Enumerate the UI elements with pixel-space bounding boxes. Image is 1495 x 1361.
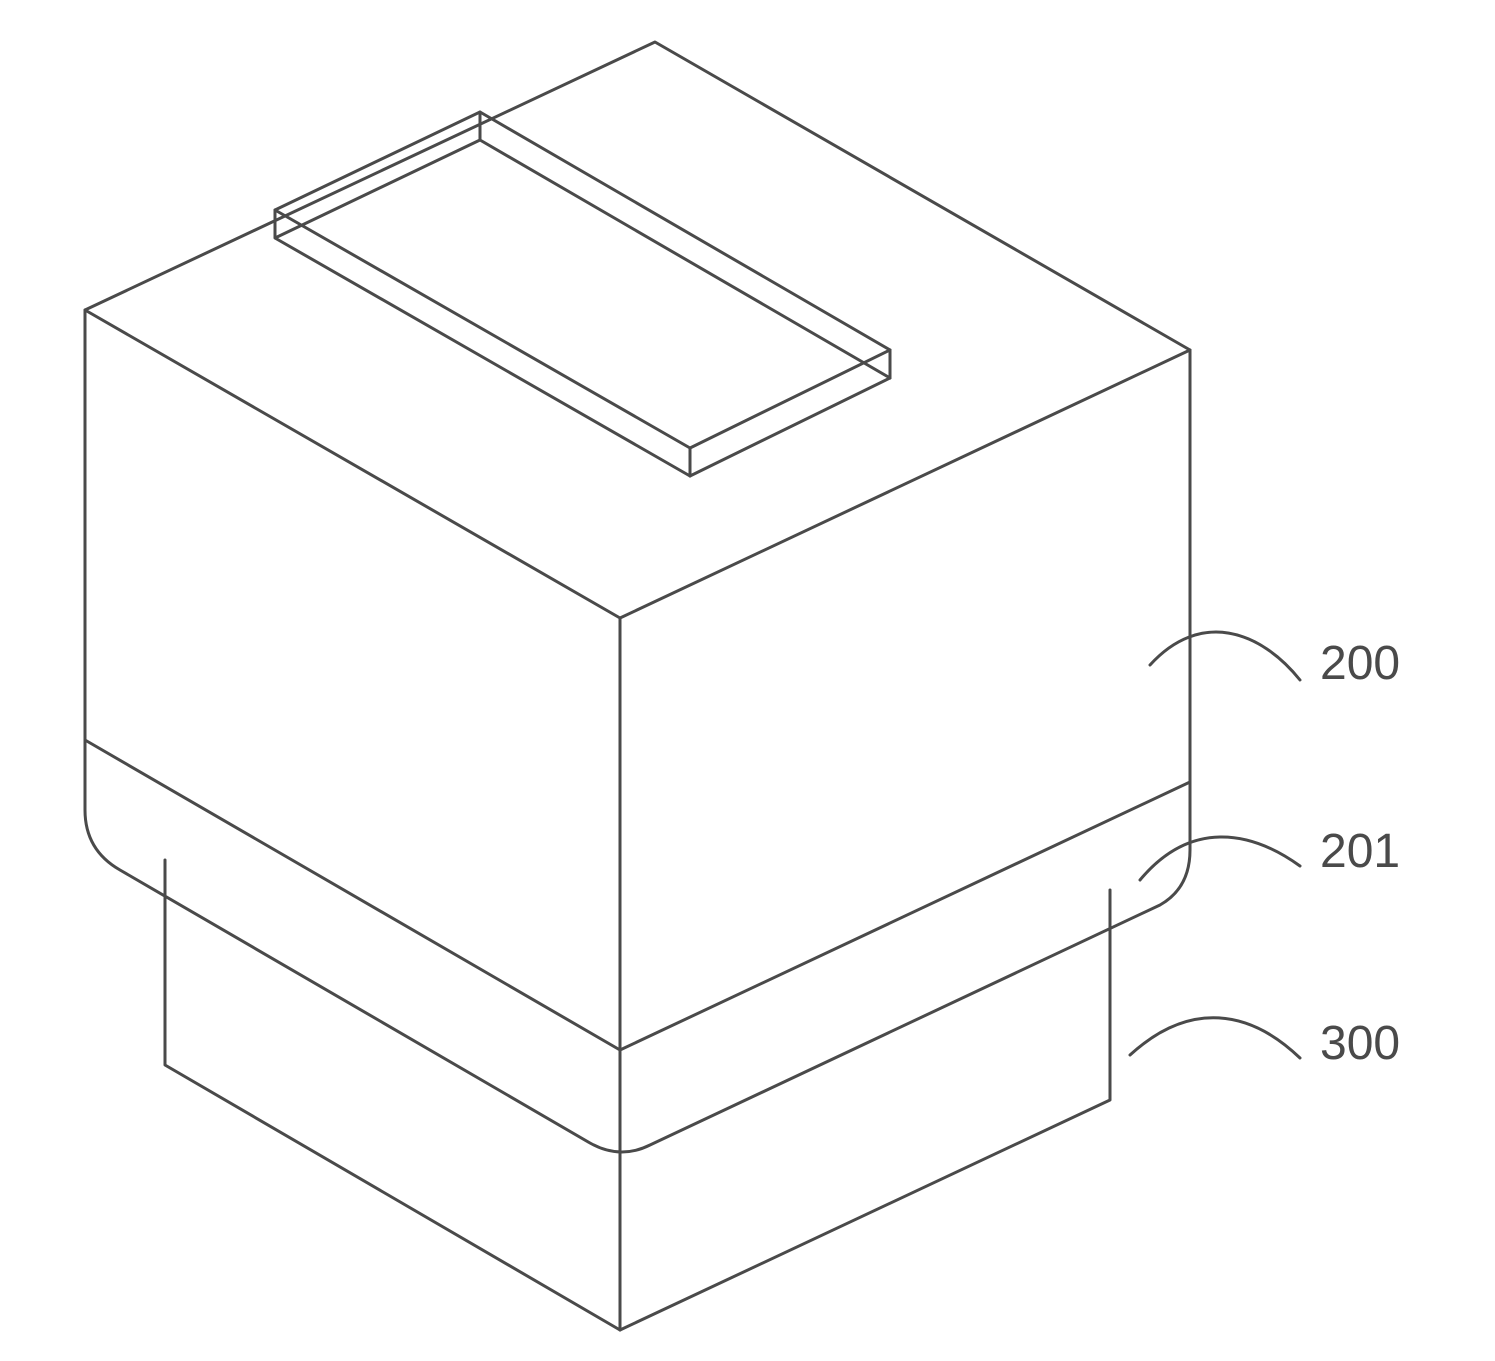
label-300: 300 — [1320, 1016, 1400, 1071]
recess-inner — [275, 140, 890, 476]
recess-outer — [275, 112, 890, 448]
diagram-svg — [0, 0, 1495, 1361]
recess-inner-right — [690, 378, 890, 476]
leader-201 — [1140, 837, 1300, 880]
label-201: 201 — [1320, 824, 1400, 879]
label-200: 200 — [1320, 636, 1400, 691]
bottom-box-right — [620, 928, 1110, 1330]
top-face — [85, 42, 1190, 618]
line-art — [85, 42, 1300, 1330]
top-box-right-face — [620, 350, 1190, 1050]
bottom-box-left — [165, 895, 620, 1330]
leader-200 — [1150, 632, 1300, 680]
leader-300 — [1130, 1018, 1300, 1058]
band-left — [85, 740, 1190, 1152]
